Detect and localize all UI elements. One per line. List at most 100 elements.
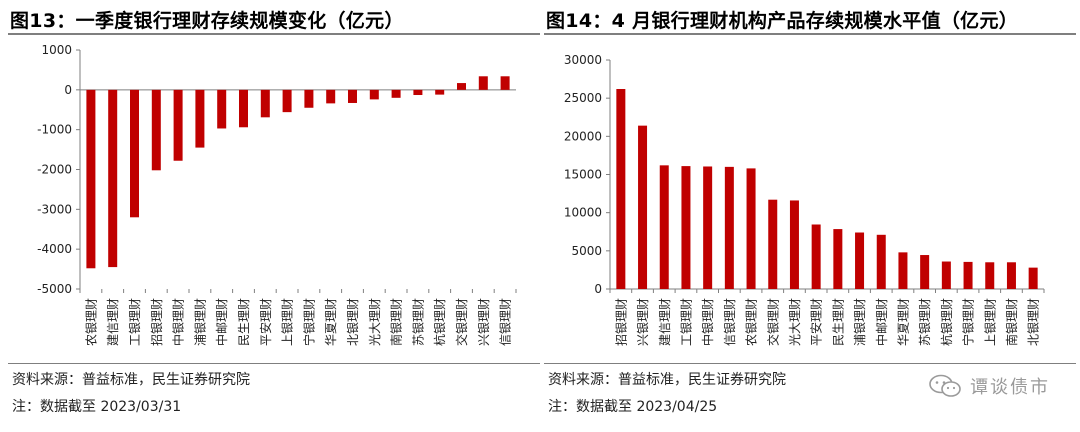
x-category-label: 南银理财 xyxy=(1004,298,1019,346)
bar xyxy=(239,89,248,128)
bar xyxy=(173,89,183,161)
bar xyxy=(724,166,734,289)
x-category-label: 苏银理财 xyxy=(411,298,425,346)
x-category-label: 工银理财 xyxy=(128,298,142,346)
x-category-label: 华夏理财 xyxy=(896,298,910,346)
bar xyxy=(151,89,161,171)
x-category-label: 中银理财 xyxy=(171,298,186,346)
bar xyxy=(876,234,886,289)
x-category-label: 建信理财 xyxy=(106,298,120,346)
x-category-label: 招银理财 xyxy=(614,298,628,346)
bar xyxy=(746,168,756,289)
bar xyxy=(659,165,669,289)
source-note: 资料来源：普益标准，民生证券研究院 xyxy=(12,372,250,388)
bar xyxy=(985,262,995,289)
bar xyxy=(833,229,843,289)
bar xyxy=(457,83,466,90)
y-tick-label: 0 xyxy=(594,282,602,296)
bar xyxy=(369,89,379,100)
x-category-label: 兴银理财 xyxy=(477,298,491,346)
x-category-label: 宁银理财 xyxy=(301,298,316,346)
bar xyxy=(413,89,423,96)
y-tick-label: 5000 xyxy=(571,244,602,258)
bar xyxy=(435,89,445,95)
x-category-label: 苏银理财 xyxy=(918,298,932,346)
bar xyxy=(616,89,626,289)
y-tick-label: -1000 xyxy=(37,123,72,137)
x-category-label: 农银理财 xyxy=(84,298,98,346)
source-note: 资料来源：普益标准，民生证券研究院 xyxy=(548,372,786,388)
bar-chart-scale-change: 1000 0 -1000 -2000 -3000 -4000 -5000 农银理财 建信理财 工银… xyxy=(37,43,517,346)
x-category-label: 招银理财 xyxy=(150,298,164,346)
x-category-label: 光大理财 xyxy=(368,298,382,346)
x-category-label: 浦银理财 xyxy=(853,298,867,346)
bar xyxy=(391,89,401,98)
bar xyxy=(768,199,778,289)
x-category-label: 工银理财 xyxy=(679,298,693,346)
x-category-label: 中银理财 xyxy=(700,298,715,346)
x-category-label: 南银理财 xyxy=(389,298,404,346)
bar xyxy=(703,166,713,289)
x-category-label: 上银理财 xyxy=(983,298,997,346)
date-note: 注：数据截至 2023/04/25 xyxy=(548,399,718,415)
wechat-icon xyxy=(929,374,961,397)
bar xyxy=(304,89,314,108)
bar xyxy=(260,89,270,118)
y-tick-label: 0 xyxy=(64,83,72,97)
title-divider xyxy=(8,33,540,35)
y-tick-label: 10000 xyxy=(564,206,602,220)
bar-chart-scale-level: 30000 25000 20000 15000 10000 5000 0 招银理财 兴银理财 建信… xyxy=(564,53,1045,346)
x-category-label: 中邮理财 xyxy=(214,298,229,346)
x-category-label: 光大理财 xyxy=(788,298,802,346)
chart-title: 图13：一季度银行理财存续规模变化（亿元） xyxy=(10,10,404,32)
x-category-label: 平安理财 xyxy=(258,298,273,346)
wechat-watermark: 谭谈债市 xyxy=(928,373,1050,399)
x-category-label: 信银理财 xyxy=(723,298,737,346)
bar xyxy=(1006,262,1016,289)
bar xyxy=(898,252,908,289)
x-category-label: 交银理财 xyxy=(454,298,469,346)
bar xyxy=(855,232,865,289)
y-tick-label: -4000 xyxy=(37,242,72,256)
x-category-label: 中邮理财 xyxy=(874,298,889,346)
bar xyxy=(326,89,336,104)
bar xyxy=(500,76,510,90)
bar xyxy=(638,125,648,289)
x-category-label: 杭银理财 xyxy=(432,298,447,346)
x-category-label: 浦银理财 xyxy=(193,298,207,346)
x-category-label: 上银理财 xyxy=(281,298,295,346)
x-category-label: 北银理财 xyxy=(346,298,360,346)
x-category-label: 信银理财 xyxy=(499,298,513,346)
bar xyxy=(478,76,488,90)
x-category-label: 民生理财 xyxy=(831,298,845,346)
x-category-label: 杭银理财 xyxy=(939,298,954,346)
y-tick-label: -3000 xyxy=(37,202,72,216)
y-tick-label: -5000 xyxy=(37,282,72,296)
bar xyxy=(195,89,205,148)
title-divider xyxy=(544,33,1076,35)
watermark-text: 谭谈债市 xyxy=(970,377,1050,398)
y-tick-label: 30000 xyxy=(564,53,602,67)
bar xyxy=(811,224,821,289)
bar xyxy=(86,89,96,269)
y-tick-label: 20000 xyxy=(564,129,602,143)
x-category-label: 兴银理财 xyxy=(636,298,650,346)
bar xyxy=(1028,267,1038,289)
bar xyxy=(920,255,930,289)
bar xyxy=(108,89,118,268)
x-category-label: 交银理财 xyxy=(765,298,780,346)
bar xyxy=(681,166,691,289)
y-tick-label: 15000 xyxy=(564,168,602,182)
bar xyxy=(941,261,951,289)
y-tick-label: -2000 xyxy=(37,163,72,177)
bar xyxy=(789,200,799,289)
x-category-label: 建信理财 xyxy=(658,298,672,346)
x-category-label: 平安理财 xyxy=(809,298,824,346)
notes-divider xyxy=(8,363,540,364)
x-category-label: 农银理财 xyxy=(745,298,759,346)
bar xyxy=(130,89,139,218)
y-tick-label: 25000 xyxy=(564,91,602,105)
notes-divider xyxy=(544,363,1076,364)
date-note: 注：数据截至 2023/03/31 xyxy=(12,399,182,415)
chart-panel-left: 图13：一季度银行理财存续规模变化（亿元） 1000 0 -1000 -2000 -30… xyxy=(8,0,540,432)
